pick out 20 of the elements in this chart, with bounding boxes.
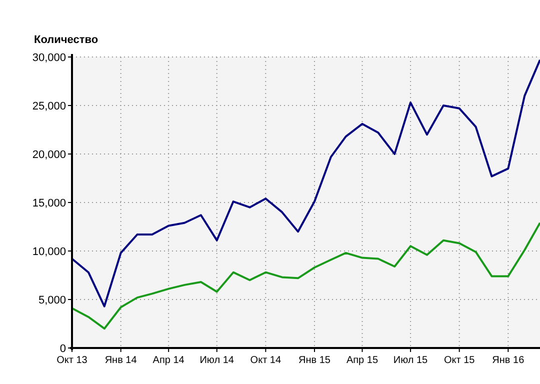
y-axis-title: Количество bbox=[34, 34, 98, 46]
line-series bbox=[71, 222, 540, 330]
line-series bbox=[71, 58, 540, 308]
x-tick-label: Окт 14 bbox=[250, 355, 282, 366]
y-tick-label: 20,000 bbox=[32, 148, 66, 161]
x-tick-label: Окт 13 bbox=[56, 355, 88, 366]
x-tick-label: Июл 14 bbox=[200, 355, 234, 366]
y-tick-label: 15,000 bbox=[32, 197, 66, 210]
x-tick-label: Янв 16 bbox=[492, 355, 525, 366]
y-tick-label: 30,000 bbox=[32, 52, 66, 64]
x-tick-label: Июл 15 bbox=[393, 355, 428, 366]
x-tick-label: Янв 14 bbox=[104, 355, 138, 366]
x-tick-label: Янв 15 bbox=[298, 355, 331, 366]
y-tick-label: 5,000 bbox=[38, 294, 66, 306]
y-tick-label: 0 bbox=[60, 342, 66, 355]
y-tick-label: 10,000 bbox=[32, 246, 66, 258]
x-tick-label: Апр 14 bbox=[152, 355, 185, 366]
x-tick-label: Окт 15 bbox=[444, 355, 476, 366]
x-tick-label: Апр 15 bbox=[346, 355, 378, 366]
y-tick-label: 25,000 bbox=[32, 100, 66, 112]
